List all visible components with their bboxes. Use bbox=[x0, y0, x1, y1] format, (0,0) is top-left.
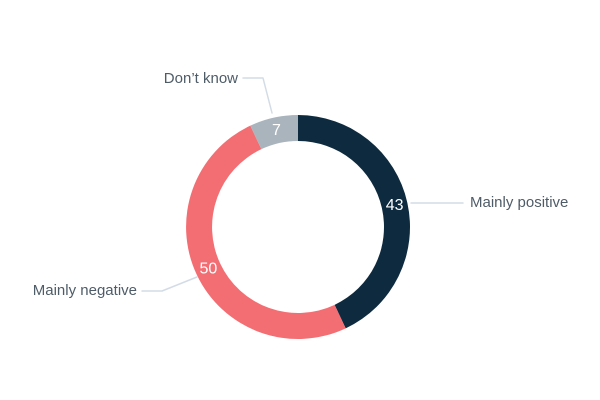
label-mainly-positive: Mainly positive bbox=[470, 194, 569, 211]
donut-segments bbox=[186, 115, 411, 339]
donut-value-labels: 43 50 7 bbox=[200, 122, 404, 278]
leader-lines bbox=[141, 77, 464, 292]
leader-line-mainly-negative bbox=[141, 276, 198, 292]
leader-line-dont-know bbox=[242, 77, 273, 114]
value-label-mainly-negative: 50 bbox=[200, 261, 218, 278]
label-mainly-negative: Mainly negative bbox=[32, 282, 137, 299]
donut-segment-mainly-negative[interactable] bbox=[186, 125, 346, 339]
label-dont-know: Don’t know bbox=[163, 70, 238, 87]
value-label-mainly-positive: 43 bbox=[386, 197, 404, 214]
donut-segment-mainly-positive[interactable] bbox=[298, 115, 411, 329]
donut-segment-don-t-know[interactable] bbox=[250, 115, 298, 150]
value-label-don-t-know: 7 bbox=[272, 122, 281, 139]
